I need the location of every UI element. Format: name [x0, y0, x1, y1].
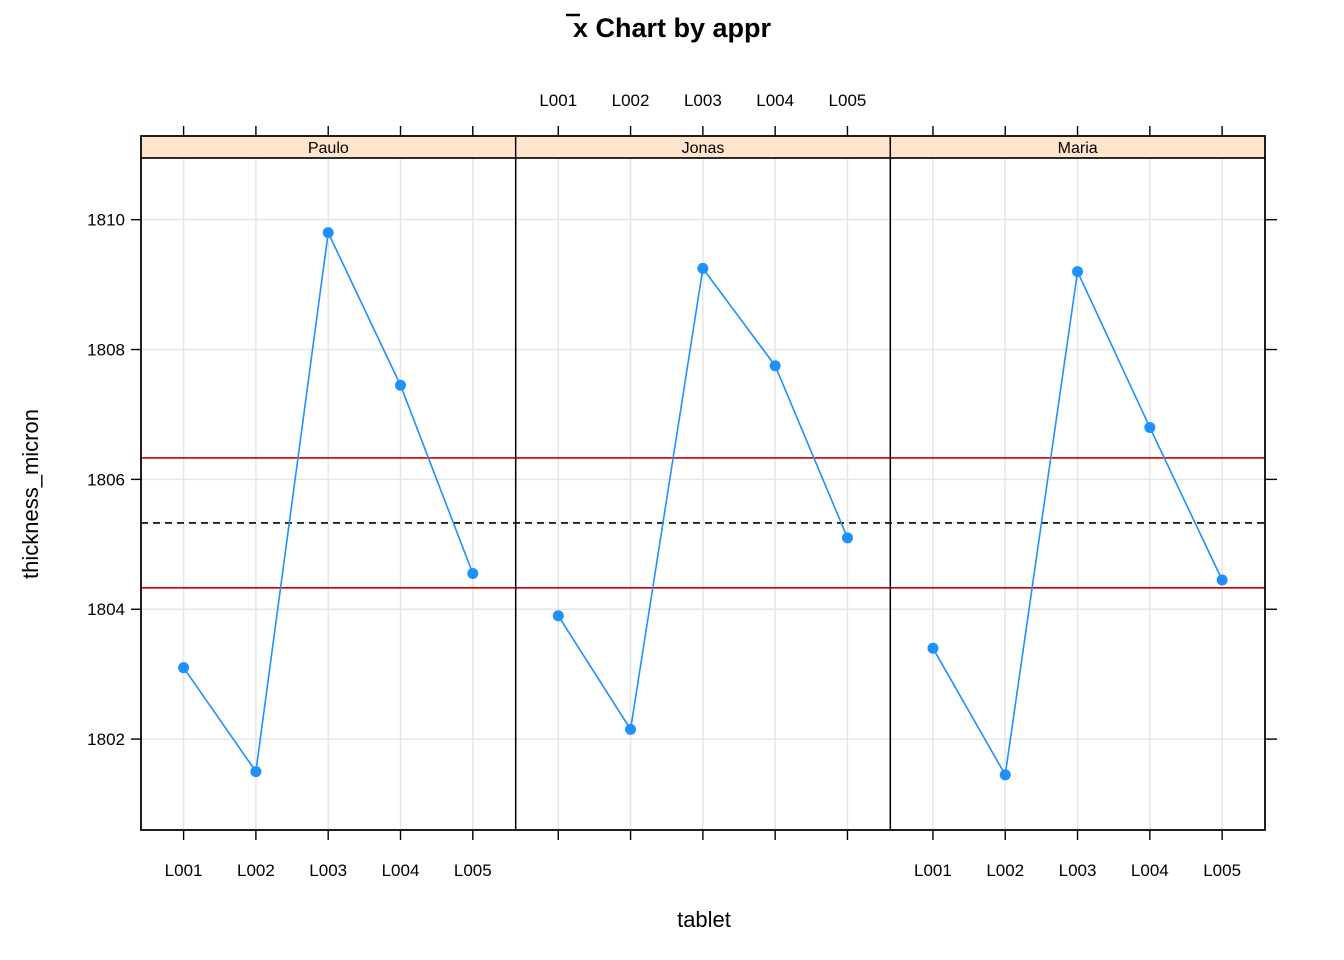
y-tick-label: 1806 [87, 470, 125, 489]
y-tick-label: 1802 [87, 730, 125, 749]
data-point [1216, 574, 1228, 586]
strip-label-paulo: Paulo [308, 140, 349, 157]
x-tick-label-bottom: L004 [382, 861, 420, 880]
x-tick-label-top: L002 [612, 91, 650, 110]
x-tick-label-bottom: L005 [454, 861, 492, 880]
data-point [697, 262, 709, 274]
data-point [1072, 266, 1084, 278]
plot-layer: Paulo Jonas Maria L001 L002 L003 L004 L005 L001 L… [87, 91, 1278, 880]
x-tick-label-bottom: L004 [1131, 861, 1169, 880]
data-point [250, 766, 262, 778]
chart-title: x Chart by appr [573, 13, 772, 43]
x-tick-label-bottom: L001 [914, 861, 952, 880]
data-point [1144, 421, 1156, 433]
y-tick-label: 1804 [87, 600, 125, 619]
data-point [769, 360, 781, 372]
x-tick-label-top: L004 [756, 91, 794, 110]
y-axis-label: thickness_micron [18, 409, 43, 579]
data-point [999, 769, 1011, 781]
title-rest: Chart by appr [588, 13, 772, 43]
x-axis-label: tablet [677, 907, 731, 932]
x-tick-label-top: L003 [684, 91, 722, 110]
title-xbar: x [573, 13, 588, 43]
data-point [552, 610, 564, 622]
x-tick-label-top: L005 [829, 91, 867, 110]
data-point [467, 568, 479, 580]
data-point [395, 379, 406, 391]
data-point [322, 227, 334, 239]
x-tick-label-bottom: L002 [986, 861, 1024, 880]
x-tick-label-bottom: L003 [309, 861, 347, 880]
data-point [927, 642, 939, 654]
data-point [178, 662, 190, 674]
x-tick-label-top: L001 [539, 91, 577, 110]
x-tick-label-bottom: L003 [1059, 861, 1097, 880]
data-point [625, 723, 637, 735]
x-tick-label-bottom: L002 [237, 861, 275, 880]
data-point [841, 532, 853, 544]
strip-label-maria: Maria [1058, 140, 1098, 157]
x-tick-label-bottom: L001 [165, 861, 203, 880]
strip-label-jonas: Jonas [682, 140, 725, 157]
y-tick-label: 1808 [87, 341, 125, 360]
x-tick-label-bottom: L005 [1203, 861, 1241, 880]
y-tick-label: 1810 [87, 211, 125, 230]
